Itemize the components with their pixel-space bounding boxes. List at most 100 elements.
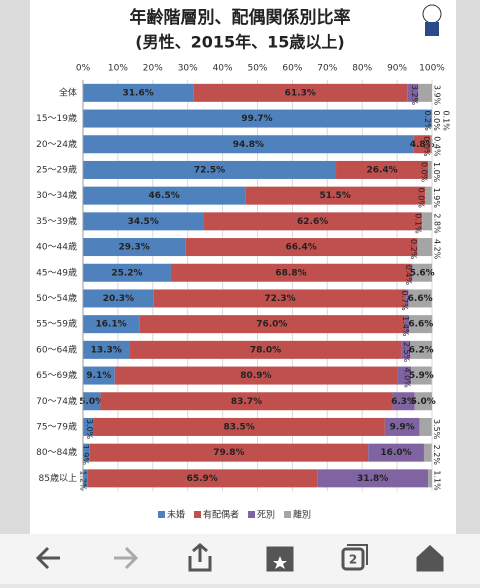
y-tick-label: 70〜74歳 (36, 395, 77, 407)
value-label: 16.1% (95, 320, 126, 330)
bar-segment (428, 161, 431, 179)
value-label: 72.3% (264, 294, 295, 304)
value-label: 5.0% (411, 397, 436, 407)
x-tick-label: 40% (213, 64, 233, 74)
mascot (423, 5, 441, 36)
y-tick-label: 75〜79歳 (36, 420, 77, 432)
legend-swatch (248, 511, 255, 518)
legend-label: 有配偶者 (203, 509, 239, 521)
value-label: 6.6% (408, 294, 433, 304)
tab-count: 2 (349, 553, 357, 567)
value-label: 1.1% (433, 470, 442, 491)
value-label: 20.3% (103, 294, 134, 304)
value-label: 13.3% (91, 345, 122, 355)
value-label: 66.4% (286, 243, 317, 253)
value-label: 79.8% (213, 448, 244, 458)
y-tick-label: 40〜44歳 (36, 241, 77, 253)
toolbar (0, 534, 480, 584)
bar-segment (425, 187, 432, 205)
value-label: 72.5% (194, 165, 225, 175)
value-label: 0.2% (409, 239, 418, 260)
legend-swatch (284, 511, 291, 518)
bar-segment (422, 212, 432, 230)
value-label: 29.3% (119, 243, 150, 253)
value-label: 3.9% (433, 85, 442, 106)
legend-label: 未婚 (167, 509, 185, 521)
bar-segment (431, 135, 432, 153)
value-label: 78.0% (250, 345, 281, 355)
value-label: 5.6% (410, 268, 435, 278)
x-tick-label: 0% (76, 64, 91, 74)
value-label: 3.5% (432, 419, 441, 440)
value-label: 83.5% (224, 422, 255, 432)
value-label: 0.0% (422, 136, 431, 157)
value-label: 31.8% (357, 474, 388, 484)
bar-segment (428, 469, 432, 487)
x-tick-label: 80% (352, 64, 372, 74)
value-label: 3.2% (410, 85, 419, 106)
value-label: 6.6% (408, 320, 433, 330)
y-tick-label: 60〜64歳 (36, 343, 77, 355)
value-label: 0.1% (442, 111, 451, 132)
x-tick-label: 50% (247, 64, 267, 74)
y-tick-label: 45〜49歳 (36, 266, 77, 278)
x-tick-label: 10% (108, 64, 128, 74)
y-tick-label: 50〜54歳 (36, 292, 77, 304)
value-label: 0.1% (414, 213, 423, 234)
y-tick-label: 65〜69歳 (36, 369, 77, 381)
value-label: 1.9% (432, 188, 441, 209)
value-label: 25.2% (111, 268, 142, 278)
value-label: 1.0% (432, 162, 441, 183)
value-label: 62.6% (297, 217, 328, 227)
value-label: 68.8% (275, 268, 306, 278)
value-label: 0.4% (433, 136, 442, 157)
value-label: 16.0% (380, 448, 411, 458)
legend-swatch (194, 511, 201, 518)
value-label: 99.7% (241, 114, 272, 124)
x-tick-label: 30% (178, 64, 198, 74)
value-label: 2.2% (432, 445, 441, 466)
x-tick-label: 70% (317, 64, 337, 74)
legend-label: 離別 (293, 509, 311, 521)
x-tick-label: 20% (143, 64, 163, 74)
value-label: 65.9% (187, 474, 218, 484)
legend-swatch (158, 511, 165, 518)
value-label: 4.2% (433, 239, 442, 260)
bar-segment (419, 418, 431, 436)
y-tick-label: 35〜39歳 (36, 215, 77, 227)
value-label: 80.9% (240, 371, 271, 381)
x-tick-label: 60% (282, 64, 302, 74)
value-label: 9.1% (86, 371, 111, 381)
y-tick-label: 55〜59歳 (36, 318, 77, 330)
value-label: 1.9% (81, 445, 90, 466)
value-label: 9.9% (390, 422, 415, 432)
value-label: 83.7% (231, 397, 262, 407)
value-label: 0.0% (420, 162, 429, 183)
x-tick-label: 100% (419, 64, 445, 74)
y-tick-label: 15〜19歳 (36, 112, 77, 124)
value-label: 76.0% (256, 320, 287, 330)
bar-segment (424, 444, 432, 462)
y-tick-label: 全体 (59, 86, 77, 98)
value-label: 34.5% (128, 217, 159, 227)
y-tick-label: 30〜34歳 (36, 189, 77, 201)
value-label: 94.8% (233, 140, 264, 150)
value-label: 46.5% (149, 191, 180, 201)
value-label: 0.0% (432, 111, 441, 132)
value-label: 31.6% (123, 88, 154, 98)
y-tick-label: 85歳以上 (39, 472, 77, 484)
value-label: 26.4% (366, 165, 397, 175)
y-tick-label: 20〜24歳 (36, 138, 77, 150)
value-label: 51.5% (320, 191, 351, 201)
value-label: 0.0% (417, 188, 426, 209)
bar-segment (418, 84, 432, 102)
value-label: 61.3% (285, 88, 316, 98)
value-label: 3.0% (85, 419, 94, 440)
legend-label: 死別 (257, 510, 275, 521)
value-label: 2.8% (433, 213, 442, 234)
bar-segment (418, 238, 433, 256)
chart-subtitle: (男性、2015年、15歳以上) (135, 33, 344, 52)
value-label: 0.2% (423, 111, 432, 132)
